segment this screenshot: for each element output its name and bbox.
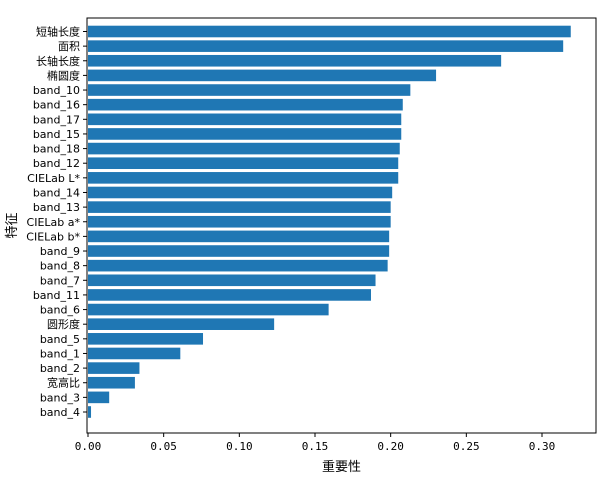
category-label: 长轴长度 — [36, 54, 80, 68]
x-tick-label: 0.00 — [75, 440, 102, 453]
category-label: band_9 — [40, 245, 80, 258]
category-label: band_13 — [33, 201, 80, 214]
y-axis-title: 特征 — [5, 212, 20, 238]
x-tick-label: 0.20 — [377, 440, 404, 453]
bar — [88, 289, 371, 301]
plot-area-frame — [86, 17, 597, 434]
category-label: 圆形度 — [47, 317, 80, 331]
category-label: band_7 — [40, 274, 80, 287]
category-label: 面积 — [58, 40, 80, 53]
category-label: 宽高比 — [47, 376, 80, 390]
category-label: 椭圆度 — [47, 68, 80, 82]
x-axis-title: 重要性 — [322, 459, 361, 475]
bar — [88, 347, 181, 360]
bar — [88, 318, 275, 330]
category-label: 短轴长度 — [36, 25, 80, 39]
bar — [88, 230, 390, 243]
category-label: band_14 — [33, 186, 80, 199]
bar — [88, 40, 564, 52]
bar — [88, 186, 393, 199]
bar — [88, 54, 502, 67]
category-label: band_16 — [33, 99, 80, 112]
bar — [88, 113, 402, 126]
bar — [88, 406, 92, 418]
category-label: band_11 — [33, 289, 80, 302]
bar — [88, 245, 390, 257]
category-label: band_1 — [40, 347, 80, 360]
bar — [88, 391, 110, 404]
category-label: band_2 — [40, 362, 80, 375]
bar — [88, 259, 388, 272]
bar — [88, 215, 391, 228]
category-label: band_3 — [40, 391, 80, 404]
x-tick-label: 0.05 — [150, 440, 177, 453]
bar — [88, 274, 376, 287]
bar — [88, 362, 140, 374]
category-label: band_18 — [33, 143, 80, 156]
bar — [88, 157, 399, 170]
x-tick-label: 0.15 — [302, 440, 329, 453]
category-label: band_6 — [40, 304, 80, 317]
category-label: band_5 — [40, 333, 80, 346]
bar-group — [88, 25, 571, 418]
bar — [88, 333, 204, 345]
category-label: band_15 — [33, 128, 80, 141]
bar — [88, 303, 329, 316]
x-axis-ticks: 0.00 0.05 0.10 0.15 0.20 0.25 0.30 — [75, 433, 556, 453]
x-tick-label: 0.10 — [226, 440, 253, 453]
bar — [88, 172, 399, 184]
bar — [88, 142, 400, 155]
x-tick-label: 0.25 — [453, 440, 480, 453]
bar — [88, 84, 411, 96]
bar — [88, 376, 135, 389]
category-label: band_12 — [33, 157, 80, 170]
category-label: band_10 — [33, 84, 80, 97]
category-label: band_8 — [40, 260, 80, 273]
category-label: CIELab b* — [26, 230, 80, 243]
category-label: band_17 — [33, 113, 80, 126]
bar — [88, 128, 402, 140]
x-tick-label: 0.30 — [529, 440, 556, 453]
category-label: band_4 — [40, 406, 80, 419]
bar — [88, 98, 403, 111]
bar — [88, 69, 437, 82]
bar — [88, 25, 571, 38]
category-label: CIELab L* — [27, 172, 80, 185]
category-label: CIELab a* — [27, 216, 81, 229]
bar — [88, 201, 391, 213]
